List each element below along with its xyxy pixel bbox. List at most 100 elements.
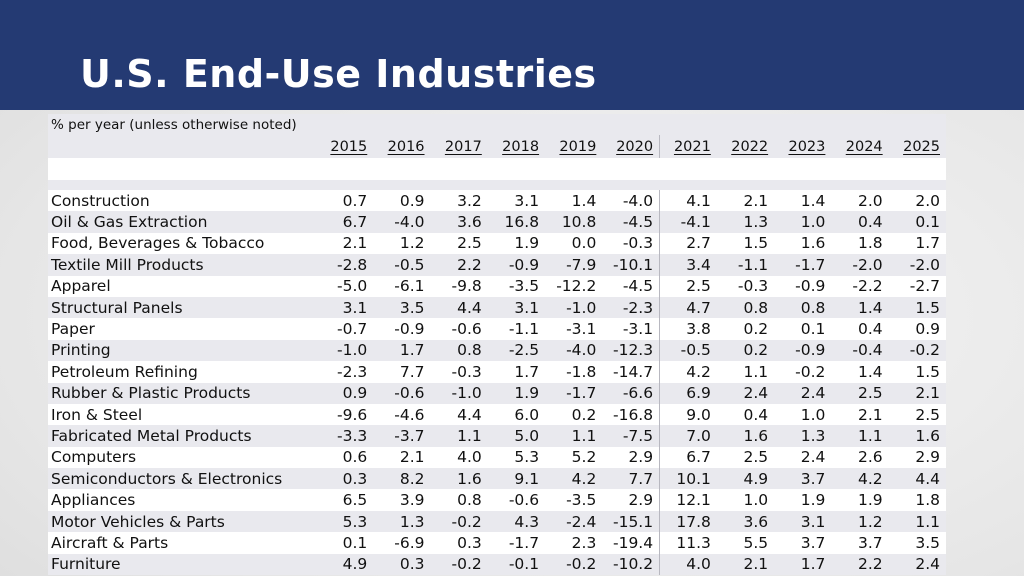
value-cell-2023: 0.1 (774, 318, 832, 340)
value-cell-2020: -12.3 (602, 339, 660, 362)
value-cell-2017: 2.5 (430, 232, 488, 255)
value-cell-2015: -2.3 (316, 361, 374, 383)
table-row: Textile Mill Products -2.8 -0.5 2.2 -0.9 -7.9… (48, 254, 946, 276)
year-header-2020: 2020 (602, 135, 660, 158)
value-cell-2016: -0.5 (373, 254, 431, 276)
row-label: Structural Panels (48, 296, 316, 319)
value-cell-2020: -10.2 (602, 553, 660, 576)
value-cell-2020: 2.9 (602, 489, 660, 511)
value-cell-2018: 1.7 (487, 361, 546, 383)
year-header-2024: 2024 (831, 135, 889, 158)
value-cell-2024: 1.2 (831, 510, 889, 533)
value-cell-2021: -4.1 (659, 211, 717, 233)
value-cell-2016: 3.9 (373, 489, 431, 511)
value-cell-2020: 2.9 (602, 446, 660, 469)
value-cell-2024: 1.1 (831, 425, 889, 447)
value-cell-2021: 17.8 (659, 510, 717, 533)
value-cell-2015: 0.1 (316, 532, 374, 554)
value-cell-2017: 4.0 (430, 446, 488, 469)
header-label-cell (48, 135, 316, 158)
value-cell-2016: 1.7 (373, 339, 431, 362)
value-cell-2015: -5.0 (316, 275, 374, 297)
gap-row (48, 180, 946, 190)
value-cell-2022: 1.5 (716, 232, 775, 255)
value-cell-2018: -2.5 (487, 339, 546, 362)
row-label: Paper (48, 318, 316, 340)
value-cell-2019: -12.2 (545, 275, 603, 297)
value-cell-2020: -2.3 (602, 296, 660, 319)
value-cell-2022: 0.4 (716, 403, 775, 426)
value-cell-2022: 2.1 (716, 553, 775, 576)
value-cell-2024: -2.0 (831, 254, 889, 276)
value-cell-2018: 3.1 (487, 296, 546, 319)
value-cell-2018: 16.8 (487, 211, 546, 233)
value-cell-2024: 1.9 (831, 489, 889, 511)
value-cell-2022: 1.1 (716, 361, 775, 383)
year-header-2017: 2017 (430, 135, 488, 158)
year-label: 2020 (616, 138, 654, 155)
value-cell-2025: 2.9 (888, 446, 946, 469)
value-cell-2016: 1.3 (373, 510, 431, 533)
value-cell-2025: 4.4 (888, 468, 946, 490)
value-cell-2015: 6.7 (316, 211, 374, 233)
row-label: Apparel (48, 275, 316, 297)
value-cell-2019: -1.8 (545, 361, 603, 383)
value-cell-2016: -6.9 (373, 532, 431, 554)
value-cell-2019: -3.5 (545, 489, 603, 511)
value-cell-2020: -6.6 (602, 382, 660, 404)
value-cell-2020: -3.1 (602, 318, 660, 340)
value-cell-2021: 11.3 (659, 532, 717, 554)
value-cell-2025: 1.5 (888, 296, 946, 319)
row-label: Iron & Steel (48, 403, 316, 426)
value-cell-2020: -0.3 (602, 232, 660, 255)
units-note: % per year (unless otherwise noted) (48, 114, 946, 135)
value-cell-2016: 0.3 (373, 553, 431, 576)
row-label: Textile Mill Products (48, 254, 316, 276)
table-row: Apparel -5.0 -6.1 -9.8 -3.5 -12.2 -4.5 2.5 -0.3-… (48, 275, 946, 297)
value-cell-2018: 1.9 (487, 232, 546, 255)
value-cell-2021: 3.8 (659, 318, 717, 340)
year-header-2016: 2016 (373, 135, 431, 158)
value-cell-2025: -0.2 (888, 339, 946, 362)
value-cell-2018: 1.9 (487, 382, 546, 404)
value-cell-2020: -19.4 (602, 532, 660, 554)
year-header-2023: 2023 (774, 135, 832, 158)
value-cell-2023: 2.4 (774, 382, 832, 404)
year-header-2018: 2018 (487, 135, 546, 158)
value-cell-2017: 4.4 (430, 403, 488, 426)
value-cell-2019: -1.7 (545, 382, 603, 404)
value-cell-2015: -0.7 (316, 318, 374, 340)
value-cell-2017: 0.3 (430, 532, 488, 554)
value-cell-2022: 1.6 (716, 425, 775, 447)
row-label: Construction (48, 190, 316, 212)
value-cell-2016: -4.6 (373, 403, 431, 426)
table-row: Food, Beverages & Tobacco 2.1 1.2 2.5 1.9 0.0… (48, 232, 946, 255)
value-cell-2025: 2.0 (888, 190, 946, 212)
year-label: 2023 (788, 138, 826, 155)
value-cell-2017: 1.1 (430, 425, 488, 447)
value-cell-2020: -14.7 (602, 361, 660, 383)
value-cell-2018: -0.1 (487, 553, 546, 576)
value-cell-2024: 2.0 (831, 190, 889, 212)
value-cell-2021: 3.4 (659, 254, 717, 276)
value-cell-2024: 1.4 (831, 361, 889, 383)
value-cell-2015: -2.8 (316, 254, 374, 276)
value-cell-2025: 3.5 (888, 532, 946, 554)
value-cell-2021: 2.5 (659, 275, 717, 297)
value-cell-2025: 1.8 (888, 489, 946, 511)
value-cell-2023: 2.4 (774, 446, 832, 469)
value-cell-2022: 5.5 (716, 532, 775, 554)
value-cell-2015: 0.9 (316, 382, 374, 404)
value-cell-2017: -1.0 (430, 382, 488, 404)
value-cell-2024: 1.4 (831, 296, 889, 319)
value-cell-2019: 0.2 (545, 403, 603, 426)
value-cell-2023: -0.2 (774, 361, 832, 383)
row-label: Motor Vehicles & Parts (48, 510, 316, 533)
value-cell-2025: 1.6 (888, 425, 946, 447)
data-table: % per year (unless otherwise noted) 2015… (48, 114, 946, 576)
value-cell-2016: 3.5 (373, 296, 431, 319)
value-cell-2017: 2.2 (430, 254, 488, 276)
year-label: 2025 (903, 138, 940, 155)
value-cell-2017: -9.8 (430, 275, 488, 297)
value-cell-2019: 10.8 (545, 211, 603, 233)
